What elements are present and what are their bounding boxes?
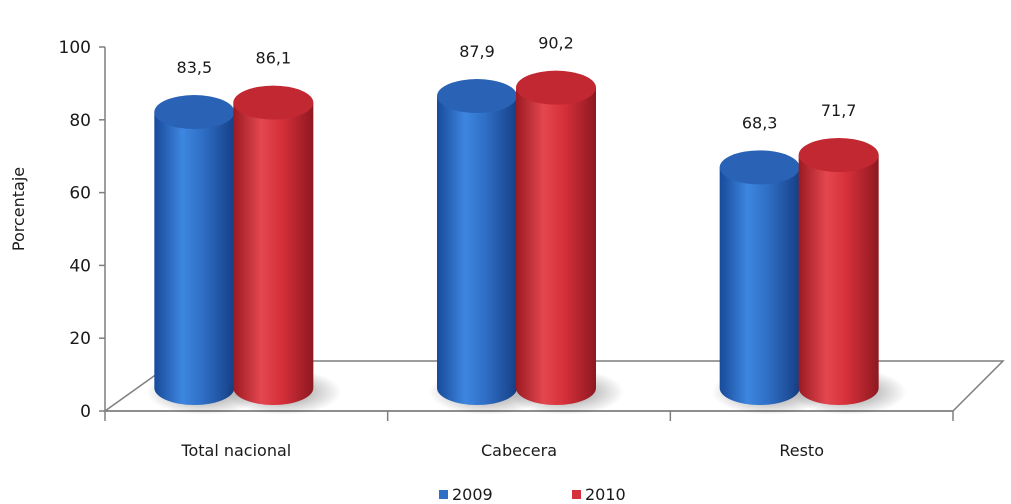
category-labels: Total nacional Cabecera Resto (180, 441, 824, 460)
bar-2010-0 (225, 85, 342, 415)
y-axis-label: Porcentaje (9, 167, 28, 251)
category-label: Resto (779, 441, 824, 460)
category-label: Total nacional (180, 441, 291, 460)
y-tick-label: 100 (59, 38, 91, 58)
y-tick-label: 0 (80, 402, 91, 422)
bar-body (719, 167, 800, 405)
category-label: Cabecera (481, 441, 557, 460)
data-label: 90,2 (538, 34, 574, 53)
bar-top (798, 138, 879, 173)
data-label: 83,5 (177, 58, 213, 77)
bar-2010-2 (790, 138, 907, 415)
legend: 2009 2010 (439, 485, 626, 504)
data-labels: 83,5 86,1 87,9 90,2 68,3 71,7 (177, 34, 857, 133)
bar-top (719, 150, 800, 185)
x-axis-ticks (104, 411, 954, 421)
bar-2010-1 (508, 70, 624, 415)
bar-top (154, 95, 235, 130)
bar-top (516, 70, 596, 105)
bar-body (154, 112, 235, 405)
bar-2009-2 (711, 150, 828, 415)
y-tick-label: 40 (69, 256, 91, 276)
bar-top (233, 85, 314, 120)
y-tick-label: 20 (69, 329, 91, 349)
bar-body (437, 96, 517, 405)
y-tick-label: 60 (69, 184, 91, 204)
legend-swatch-2010 (572, 490, 581, 499)
data-label: 86,1 (256, 49, 292, 68)
bar-body (798, 155, 879, 405)
y-tick-label: 80 (69, 111, 91, 131)
legend-label-2010: 2010 (585, 485, 626, 504)
bar-top (437, 79, 517, 114)
data-label: 87,9 (459, 42, 495, 61)
bar-body (233, 102, 314, 405)
legend-label-2009: 2009 (452, 485, 493, 504)
bar-body (516, 87, 596, 405)
bars (146, 70, 907, 415)
data-label: 71,7 (821, 101, 857, 120)
y-axis-ticks: 0 20 40 60 80 100 (59, 38, 105, 422)
legend-swatch-2009 (439, 490, 448, 499)
data-label: 68,3 (742, 113, 778, 132)
